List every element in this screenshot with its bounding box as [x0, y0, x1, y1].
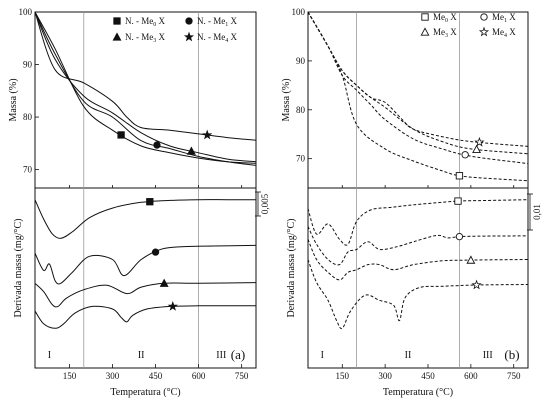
series-line-top-3	[34, 11, 257, 163]
legend-label-1: Me0 X	[433, 12, 457, 24]
xtick-label: 150	[63, 371, 77, 381]
series-line-bottom-3	[34, 282, 257, 308]
panel-label: (a)	[231, 347, 245, 362]
series-line-bottom-1	[34, 199, 256, 239]
plot-frame	[307, 11, 529, 369]
series-marker-bottom-2	[151, 248, 160, 256]
scale-bar-label: 0,01	[532, 204, 542, 220]
legend-marker-3	[112, 32, 122, 41]
ytick-label: 70	[296, 154, 306, 164]
ytick-label: 80	[296, 105, 306, 115]
legend-label-4: Me4 X	[492, 27, 516, 39]
x-axis-label: Temperatura (°C)	[110, 387, 180, 398]
y-axis-label-bottom: Derivada massa (mg/°C)	[13, 219, 24, 318]
legend-label-1: N. - Me0 X	[125, 16, 166, 28]
panel-b: 100 90 80 70 150 300 450 600 750 Temperatura (°C)…	[281, 7, 542, 398]
ytick-label: 100	[292, 7, 306, 17]
xtick-label: 450	[421, 371, 435, 381]
series-line-bottom-4	[34, 305, 257, 329]
legend-marker-4	[478, 26, 490, 37]
series-marker-bottom-1	[454, 197, 462, 205]
series-line-bottom-2	[34, 244, 257, 285]
series-marker-bottom-1	[146, 198, 154, 206]
legend-marker-2	[480, 13, 488, 21]
xtick-label: 450	[149, 371, 163, 381]
series-marker-top-1	[455, 172, 464, 180]
scale-bar-label: 0,005	[260, 193, 270, 214]
panel-label: (b)	[504, 347, 519, 362]
series-line-bottom-4	[307, 259, 529, 330]
region-label-III: III	[483, 350, 493, 361]
y-axis-label-top: Massa (%)	[8, 78, 19, 121]
series-line-top-1	[34, 11, 257, 164]
legend-label-3: N. - Me3 X	[125, 32, 166, 44]
region-label-III: III	[216, 350, 226, 361]
legend-label-4: N. - Me4 X	[197, 32, 238, 44]
legend-marker-1	[113, 17, 121, 25]
legend-marker-3	[420, 27, 430, 36]
series-line-bottom-1	[307, 199, 529, 246]
series-marker-bottom-3	[466, 255, 476, 264]
series-line-bottom-3	[307, 239, 529, 281]
series-line-top-4	[307, 11, 529, 147]
ytick-label: 90	[296, 56, 306, 66]
region-label-II: II	[138, 350, 145, 361]
legend-marker-4	[183, 31, 195, 42]
xtick-label: 750	[235, 371, 249, 381]
series-marker-top-4	[474, 136, 485, 147]
ytick-label: 90	[23, 60, 33, 70]
legend-label-2: Me1 X	[492, 12, 516, 24]
series-marker-top-3	[472, 144, 482, 154]
series-line-top-2	[307, 11, 529, 165]
y-axis-label-top: Massa (%)	[281, 78, 292, 121]
legend-marker-1	[421, 13, 429, 21]
panel-a: 100 90 80 70 150 300 450 600 750 Temperatura (°C)…	[8, 7, 270, 398]
legend-marker-2	[185, 17, 193, 25]
xtick-label: 300	[106, 371, 120, 381]
series-marker-top-2	[461, 151, 469, 159]
series-marker-bottom-2	[455, 232, 464, 241]
ytick-label: 80	[23, 112, 33, 122]
plot-frame	[34, 11, 257, 369]
region-label-I: I	[321, 350, 324, 361]
xtick-label: 600	[464, 371, 478, 381]
region-label-II: II	[405, 350, 412, 361]
legend-label-2: N. - Me1 X	[197, 16, 238, 28]
legend-label-3: Me3 X	[433, 27, 457, 39]
series-marker-bottom-4	[167, 300, 178, 311]
xtick-label: 600	[192, 371, 206, 381]
xtick-label: 300	[378, 371, 392, 381]
xtick-label: 150	[336, 371, 350, 381]
series-marker-top-3	[186, 146, 196, 155]
series-marker-bottom-4	[471, 279, 482, 290]
series-marker-bottom-3	[159, 278, 169, 287]
series-marker-top-4	[202, 129, 213, 140]
region-label-I: I	[48, 350, 51, 361]
xtick-label: 750	[507, 371, 521, 381]
y-axis-label-bottom: Derivada massa (mg/°C)	[286, 219, 297, 318]
series-line-top-1	[307, 11, 529, 182]
series-line-bottom-2	[307, 226, 529, 266]
series-line-top-2	[34, 11, 257, 166]
x-axis-label: Temperatura (°C)	[383, 387, 453, 398]
ytick-label: 70	[23, 165, 33, 175]
series-marker-top-2	[153, 141, 161, 149]
series-marker-top-1	[117, 131, 125, 139]
series-line-top-4	[34, 11, 257, 141]
ytick-label: 100	[19, 7, 33, 17]
